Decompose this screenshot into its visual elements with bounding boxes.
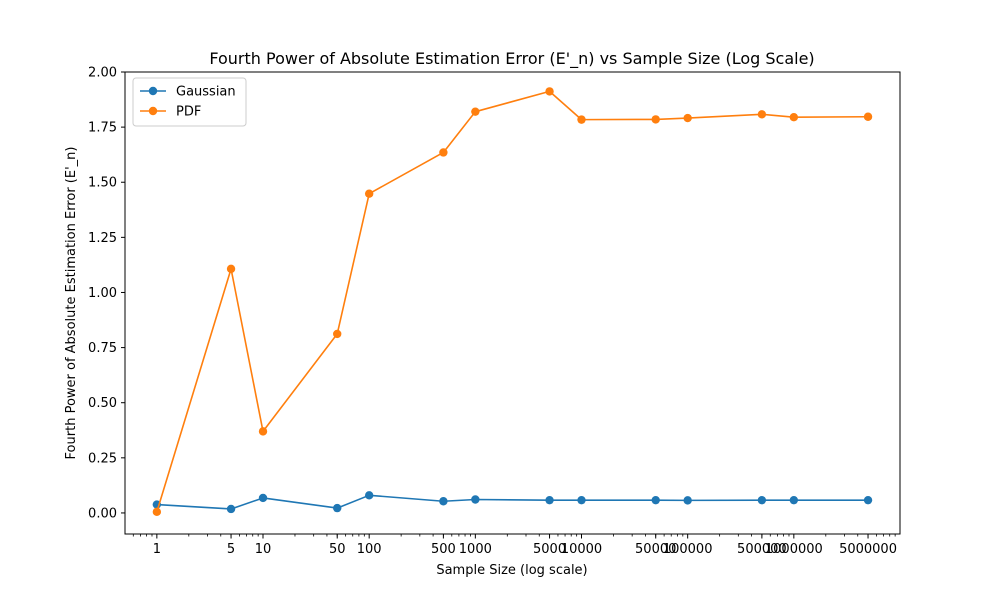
- data-point-gaussian: [789, 495, 799, 505]
- x-tick-label: 5000: [533, 542, 566, 557]
- data-point-pdf: [258, 427, 268, 436]
- data-point-pdf: [545, 87, 554, 96]
- data-point-gaussian: [258, 493, 268, 503]
- y-tick-label: 1.00: [88, 286, 117, 301]
- data-point-pdf: [863, 112, 873, 121]
- data-point-pdf: [333, 329, 342, 339]
- legend-box: [132, 77, 247, 127]
- x-tick-label: 10000: [561, 542, 602, 557]
- axes-frame: [124, 71, 901, 535]
- data-point-gaussian: [333, 503, 342, 513]
- y-axis-label: Fourth Power of Absolute Estimation Erro…: [64, 147, 79, 460]
- data-point-gaussian: [651, 495, 660, 505]
- data-point-pdf: [364, 189, 374, 198]
- data-point-pdf: [577, 115, 586, 124]
- legend-swatch-marker: [148, 86, 158, 96]
- x-tick-label: 500000: [737, 542, 787, 557]
- y-tick-label: 1.50: [88, 176, 117, 191]
- series-line-pdf: [156, 90, 869, 513]
- x-tick-label: 50000: [635, 542, 676, 557]
- legend-label: Gaussian: [176, 85, 236, 100]
- data-point-pdf: [683, 113, 692, 123]
- data-point-pdf: [757, 110, 767, 119]
- data-point-pdf: [152, 507, 162, 517]
- y-tick-label: 2.00: [88, 66, 117, 81]
- data-point-pdf: [471, 107, 480, 116]
- legend-swatch-marker: [148, 106, 158, 116]
- x-tick-label: 100: [357, 542, 382, 557]
- y-tick-label: 0.25: [88, 451, 117, 466]
- y-tick-label: 0.00: [88, 506, 117, 521]
- plot-area: 0.00 0.25 0.50 0.75 1.00 1.25 1.50 1.75 2.00 1 5 10…: [88, 66, 901, 557]
- data-point-gaussian: [683, 496, 692, 505]
- data-point-gaussian: [545, 495, 554, 505]
- data-point-gaussian: [226, 504, 236, 514]
- y-tick-label: 1.25: [88, 231, 117, 246]
- x-tick-label: 10: [255, 542, 272, 557]
- x-axis-label: Sample Size (log scale): [436, 563, 587, 578]
- x-tick-label: 1000: [459, 542, 492, 557]
- y-tick-label: 0.75: [88, 341, 117, 356]
- data-point-pdf: [789, 112, 799, 122]
- x-tick-label: 500: [431, 542, 456, 557]
- x-tick-label: 1: [153, 542, 161, 557]
- data-point-gaussian: [471, 495, 480, 504]
- y-tick-label: 0.50: [88, 396, 117, 411]
- legend-label: PDF: [176, 105, 201, 120]
- x-tick-label: 1000000: [765, 542, 823, 557]
- data-point-pdf: [439, 148, 448, 157]
- legend: Gaussian PDF: [132, 77, 247, 127]
- chart-title: Fourth Power of Absolute Estimation Erro…: [209, 49, 814, 69]
- x-tick-label: 5000000: [839, 542, 897, 557]
- y-tick-label: 1.75: [88, 121, 117, 136]
- data-point-gaussian: [577, 495, 586, 505]
- series-line-gaussian: [156, 494, 869, 510]
- data-point-gaussian: [863, 495, 873, 505]
- data-point-gaussian: [757, 495, 767, 505]
- data-point-pdf: [651, 115, 660, 124]
- x-tick-label: 100000: [663, 542, 713, 557]
- x-tick-label: 50: [329, 542, 346, 557]
- data-point-pdf: [226, 264, 236, 274]
- data-point-gaussian: [364, 491, 374, 500]
- data-point-gaussian: [439, 497, 448, 506]
- x-tick-label: 5: [227, 542, 235, 557]
